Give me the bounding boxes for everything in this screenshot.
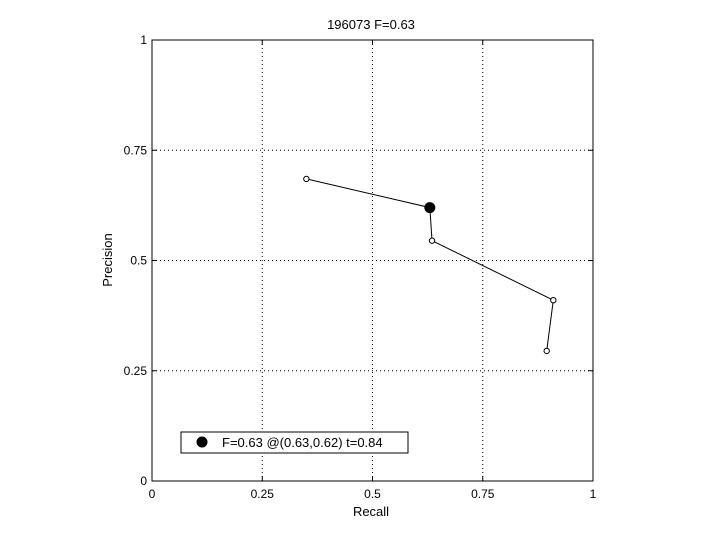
data-point [550, 296, 557, 304]
y-tick-label: 0.5 [130, 254, 147, 268]
legend: F=0.63 @(0.63,0.62) t=0.84 [180, 431, 409, 454]
x-tick-label: 0.5 [364, 487, 381, 501]
chart-title: 196073 F=0.63 [327, 17, 415, 32]
y-axis-title: Precision [100, 233, 115, 286]
legend-entry-label: F=0.63 @(0.63,0.62) t=0.84 [222, 435, 383, 450]
legend-marker [196, 436, 208, 448]
data-point [303, 175, 310, 183]
legend-box [180, 431, 409, 454]
highlight-group [424, 202, 436, 214]
x-tick-label: 0.25 [251, 487, 275, 501]
data-point [428, 237, 436, 244]
x-tick-label: 0 [149, 487, 156, 501]
y-tick-label: 0.25 [124, 364, 148, 378]
axis-ticks: 0 0.25 0.5 0.75 1 0 0.25 0.5 0.75 1 [124, 33, 597, 501]
y-tick-label: 0 [140, 474, 147, 488]
grid [152, 40, 593, 481]
y-tick-label: 1 [140, 33, 147, 47]
x-tick-label: 1 [590, 487, 597, 501]
x-axis-title: Recall [353, 504, 389, 519]
x-tick-label: 0.75 [471, 487, 495, 501]
best-f-point [424, 202, 436, 214]
data-point [543, 347, 550, 355]
y-tick-label: 0.75 [124, 143, 148, 157]
